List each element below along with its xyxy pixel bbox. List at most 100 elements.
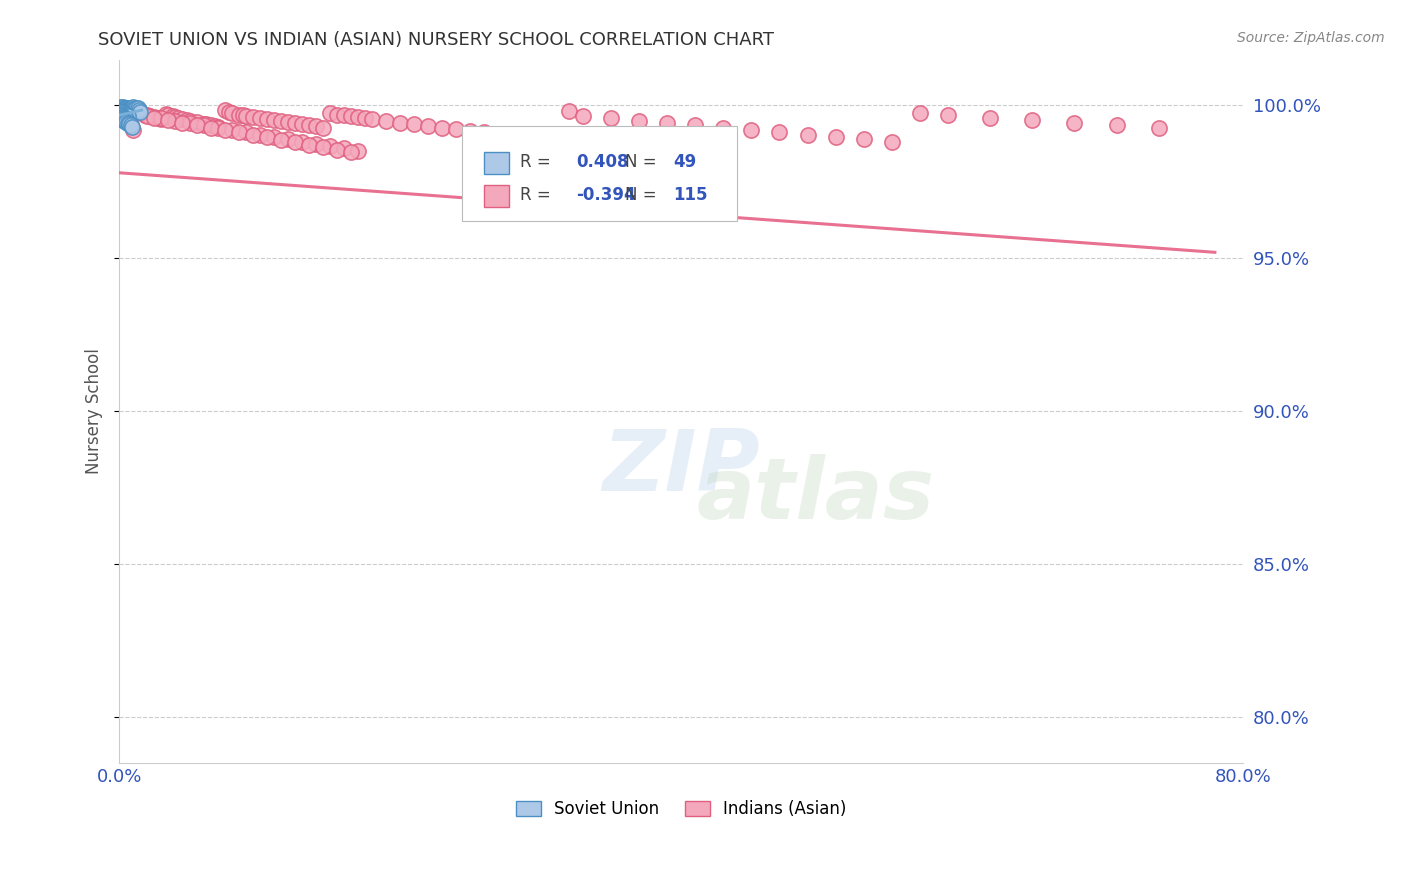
Text: -0.394: -0.394 [576,186,637,204]
Point [375,114,398,128]
Point [655,116,678,130]
Point [326,108,349,122]
Point [235,125,257,139]
Point [404,118,426,132]
Point [148,112,170,126]
Point [221,123,243,137]
Point [150,112,173,126]
Point [122,123,145,137]
Point [824,129,846,144]
Point [117,116,139,130]
Point [111,103,134,118]
Point [136,108,159,122]
Point [110,108,132,122]
Point [908,106,931,120]
Point [115,115,138,129]
Point [1147,120,1170,135]
Point [1021,113,1043,128]
Point [207,120,229,134]
Point [214,103,236,117]
Point [157,113,180,128]
Point [110,102,132,116]
Point [124,102,146,116]
Point [232,108,254,122]
Point [1063,115,1085,129]
Point [115,112,138,127]
Text: R =: R = [520,186,551,204]
Point [326,143,349,157]
Point [129,104,152,119]
Point [165,113,187,128]
Point [768,125,790,139]
Point [125,106,148,120]
Legend: Soviet Union, Indians (Asian): Soviet Union, Indians (Asian) [509,794,853,825]
Point [125,101,148,115]
Point [298,137,321,152]
Point [150,112,173,127]
Text: 115: 115 [673,186,707,204]
Point [193,117,215,131]
Point [121,102,143,116]
Point [277,115,299,129]
Point [167,112,190,126]
Point [270,114,292,128]
Point [852,132,875,146]
Point [118,103,141,117]
Point [599,112,621,126]
Point [207,120,229,135]
Point [305,120,328,134]
Point [129,104,152,119]
Point [128,103,150,117]
Point [179,113,201,128]
Point [111,105,134,120]
Point [530,131,553,145]
FancyBboxPatch shape [485,152,509,174]
Point [361,112,384,127]
Point [110,103,132,117]
Point [474,125,496,139]
Point [354,112,377,126]
Point [115,108,138,122]
Point [516,129,538,144]
Point [112,100,135,114]
Point [186,115,208,129]
FancyBboxPatch shape [485,185,509,207]
Point [165,110,187,124]
Point [242,128,264,142]
Text: Source: ZipAtlas.com: Source: ZipAtlas.com [1237,31,1385,45]
Point [460,123,482,137]
Point [249,128,271,142]
Point [263,129,285,144]
Point [121,120,143,134]
Point [389,116,412,130]
Point [312,120,335,135]
Point [319,106,342,120]
Point [172,115,194,129]
Point [121,101,143,115]
Point [193,119,215,133]
Point [111,102,134,116]
Point [122,102,145,116]
Point [291,135,314,149]
Point [139,109,162,123]
Point [263,113,285,128]
Point [218,104,240,119]
Point [117,109,139,123]
Point [880,135,903,149]
Text: N =: N = [624,186,657,204]
Point [572,109,595,123]
Point [936,108,959,122]
FancyBboxPatch shape [463,127,737,221]
Point [979,111,1001,125]
Point [112,110,135,124]
Point [298,119,321,133]
Point [110,111,132,125]
Point [111,109,134,123]
Point [122,100,145,114]
Point [136,109,159,123]
Point [118,118,141,132]
Point [172,112,194,127]
Point [143,110,166,124]
Point [155,107,177,121]
Point [256,130,278,145]
